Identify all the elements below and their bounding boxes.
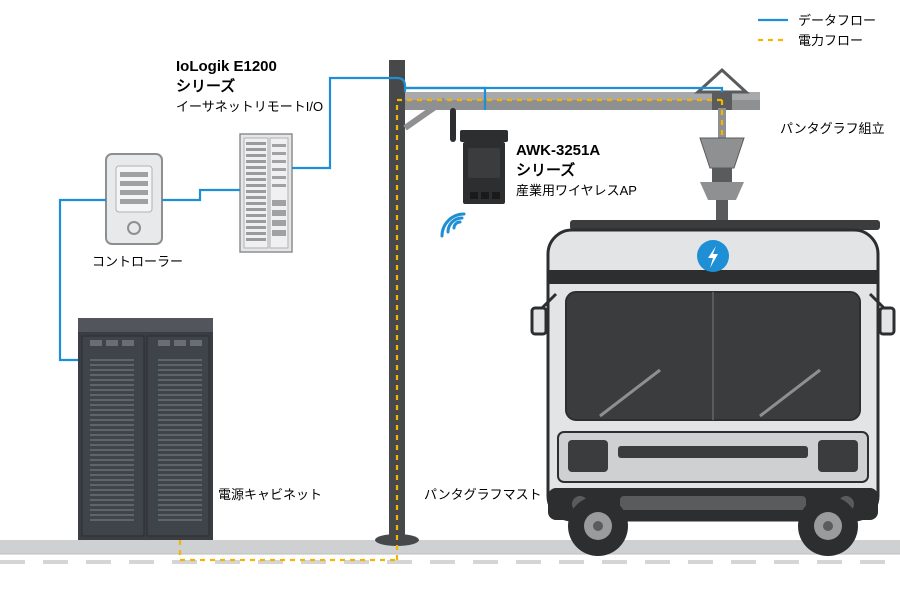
iologik-title1: IoLogik E1200	[176, 56, 277, 77]
iologik-title2: シリーズ	[176, 76, 235, 97]
controller-label: コントローラー	[92, 253, 183, 271]
legend-powerflow-label: 電力フロー	[798, 32, 863, 50]
pantograph-assembly	[698, 70, 746, 220]
controller-device	[106, 154, 162, 244]
awk-subtitle: 産業用ワイヤレスAP	[516, 182, 637, 200]
bus	[532, 220, 894, 556]
awk-title2: シリーズ	[516, 160, 575, 181]
iologik-subtitle: イーサネットリモートI/O	[176, 98, 323, 116]
legend-dataflow-label: データフロー	[798, 12, 876, 30]
legend	[758, 20, 788, 40]
overhead-arm	[405, 92, 760, 128]
mast-label: パンタグラフマスト	[424, 486, 542, 504]
wireless-ap	[442, 108, 508, 236]
pantograph-label: パンタグラフ組立	[780, 120, 885, 138]
ground	[0, 540, 900, 554]
diagram-canvas	[0, 0, 900, 596]
cabinet-label: 電源キャビネット	[218, 486, 322, 504]
pantograph-mast	[375, 60, 419, 546]
awk-title1: AWK-3251A	[516, 140, 600, 161]
io-module	[240, 134, 292, 252]
power-cabinet	[78, 318, 213, 540]
